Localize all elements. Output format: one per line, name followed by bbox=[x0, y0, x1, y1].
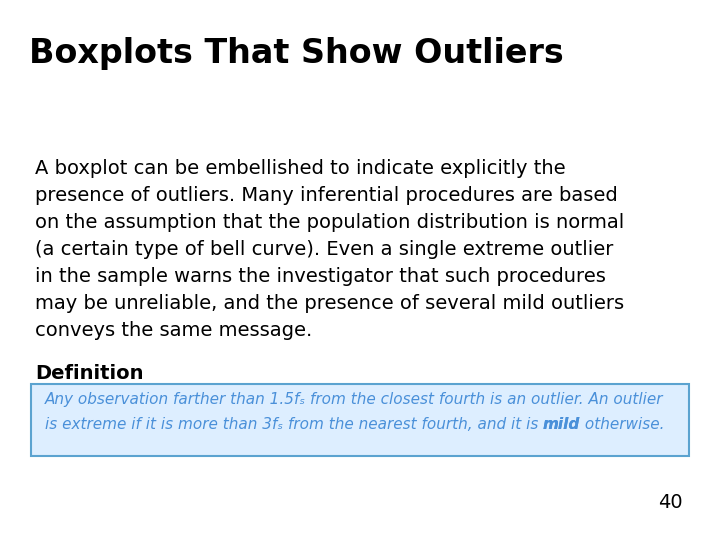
Text: Any observation farther than 1.5fₛ from the closest fourth is an outlier. An out: Any observation farther than 1.5fₛ from … bbox=[45, 393, 663, 408]
Text: (a certain type of bell curve). Even a single extreme outlier: (a certain type of bell curve). Even a s… bbox=[35, 240, 613, 259]
Text: may be unreliable, and the presence of several mild outliers: may be unreliable, and the presence of s… bbox=[35, 294, 624, 313]
Text: mild: mild bbox=[543, 417, 580, 432]
Text: in the sample warns the investigator that such procedures: in the sample warns the investigator tha… bbox=[35, 267, 606, 286]
Text: is extreme if it is more than 3fₛ from the nearest fourth, and it is: is extreme if it is more than 3fₛ from t… bbox=[45, 417, 543, 432]
Text: otherwise.: otherwise. bbox=[580, 417, 665, 432]
Text: conveys the same message.: conveys the same message. bbox=[35, 321, 312, 340]
Text: A boxplot can be embellished to indicate explicitly the: A boxplot can be embellished to indicate… bbox=[35, 159, 566, 178]
FancyBboxPatch shape bbox=[31, 384, 689, 456]
Text: Boxplots That Show Outliers: Boxplots That Show Outliers bbox=[30, 37, 564, 70]
Text: 40: 40 bbox=[658, 492, 683, 511]
Text: on the assumption that the population distribution is normal: on the assumption that the population di… bbox=[35, 213, 624, 232]
Text: Definition: Definition bbox=[35, 364, 143, 383]
Text: presence of outliers. Many inferential procedures are based: presence of outliers. Many inferential p… bbox=[35, 186, 618, 205]
Text: mild: mild bbox=[543, 417, 580, 432]
